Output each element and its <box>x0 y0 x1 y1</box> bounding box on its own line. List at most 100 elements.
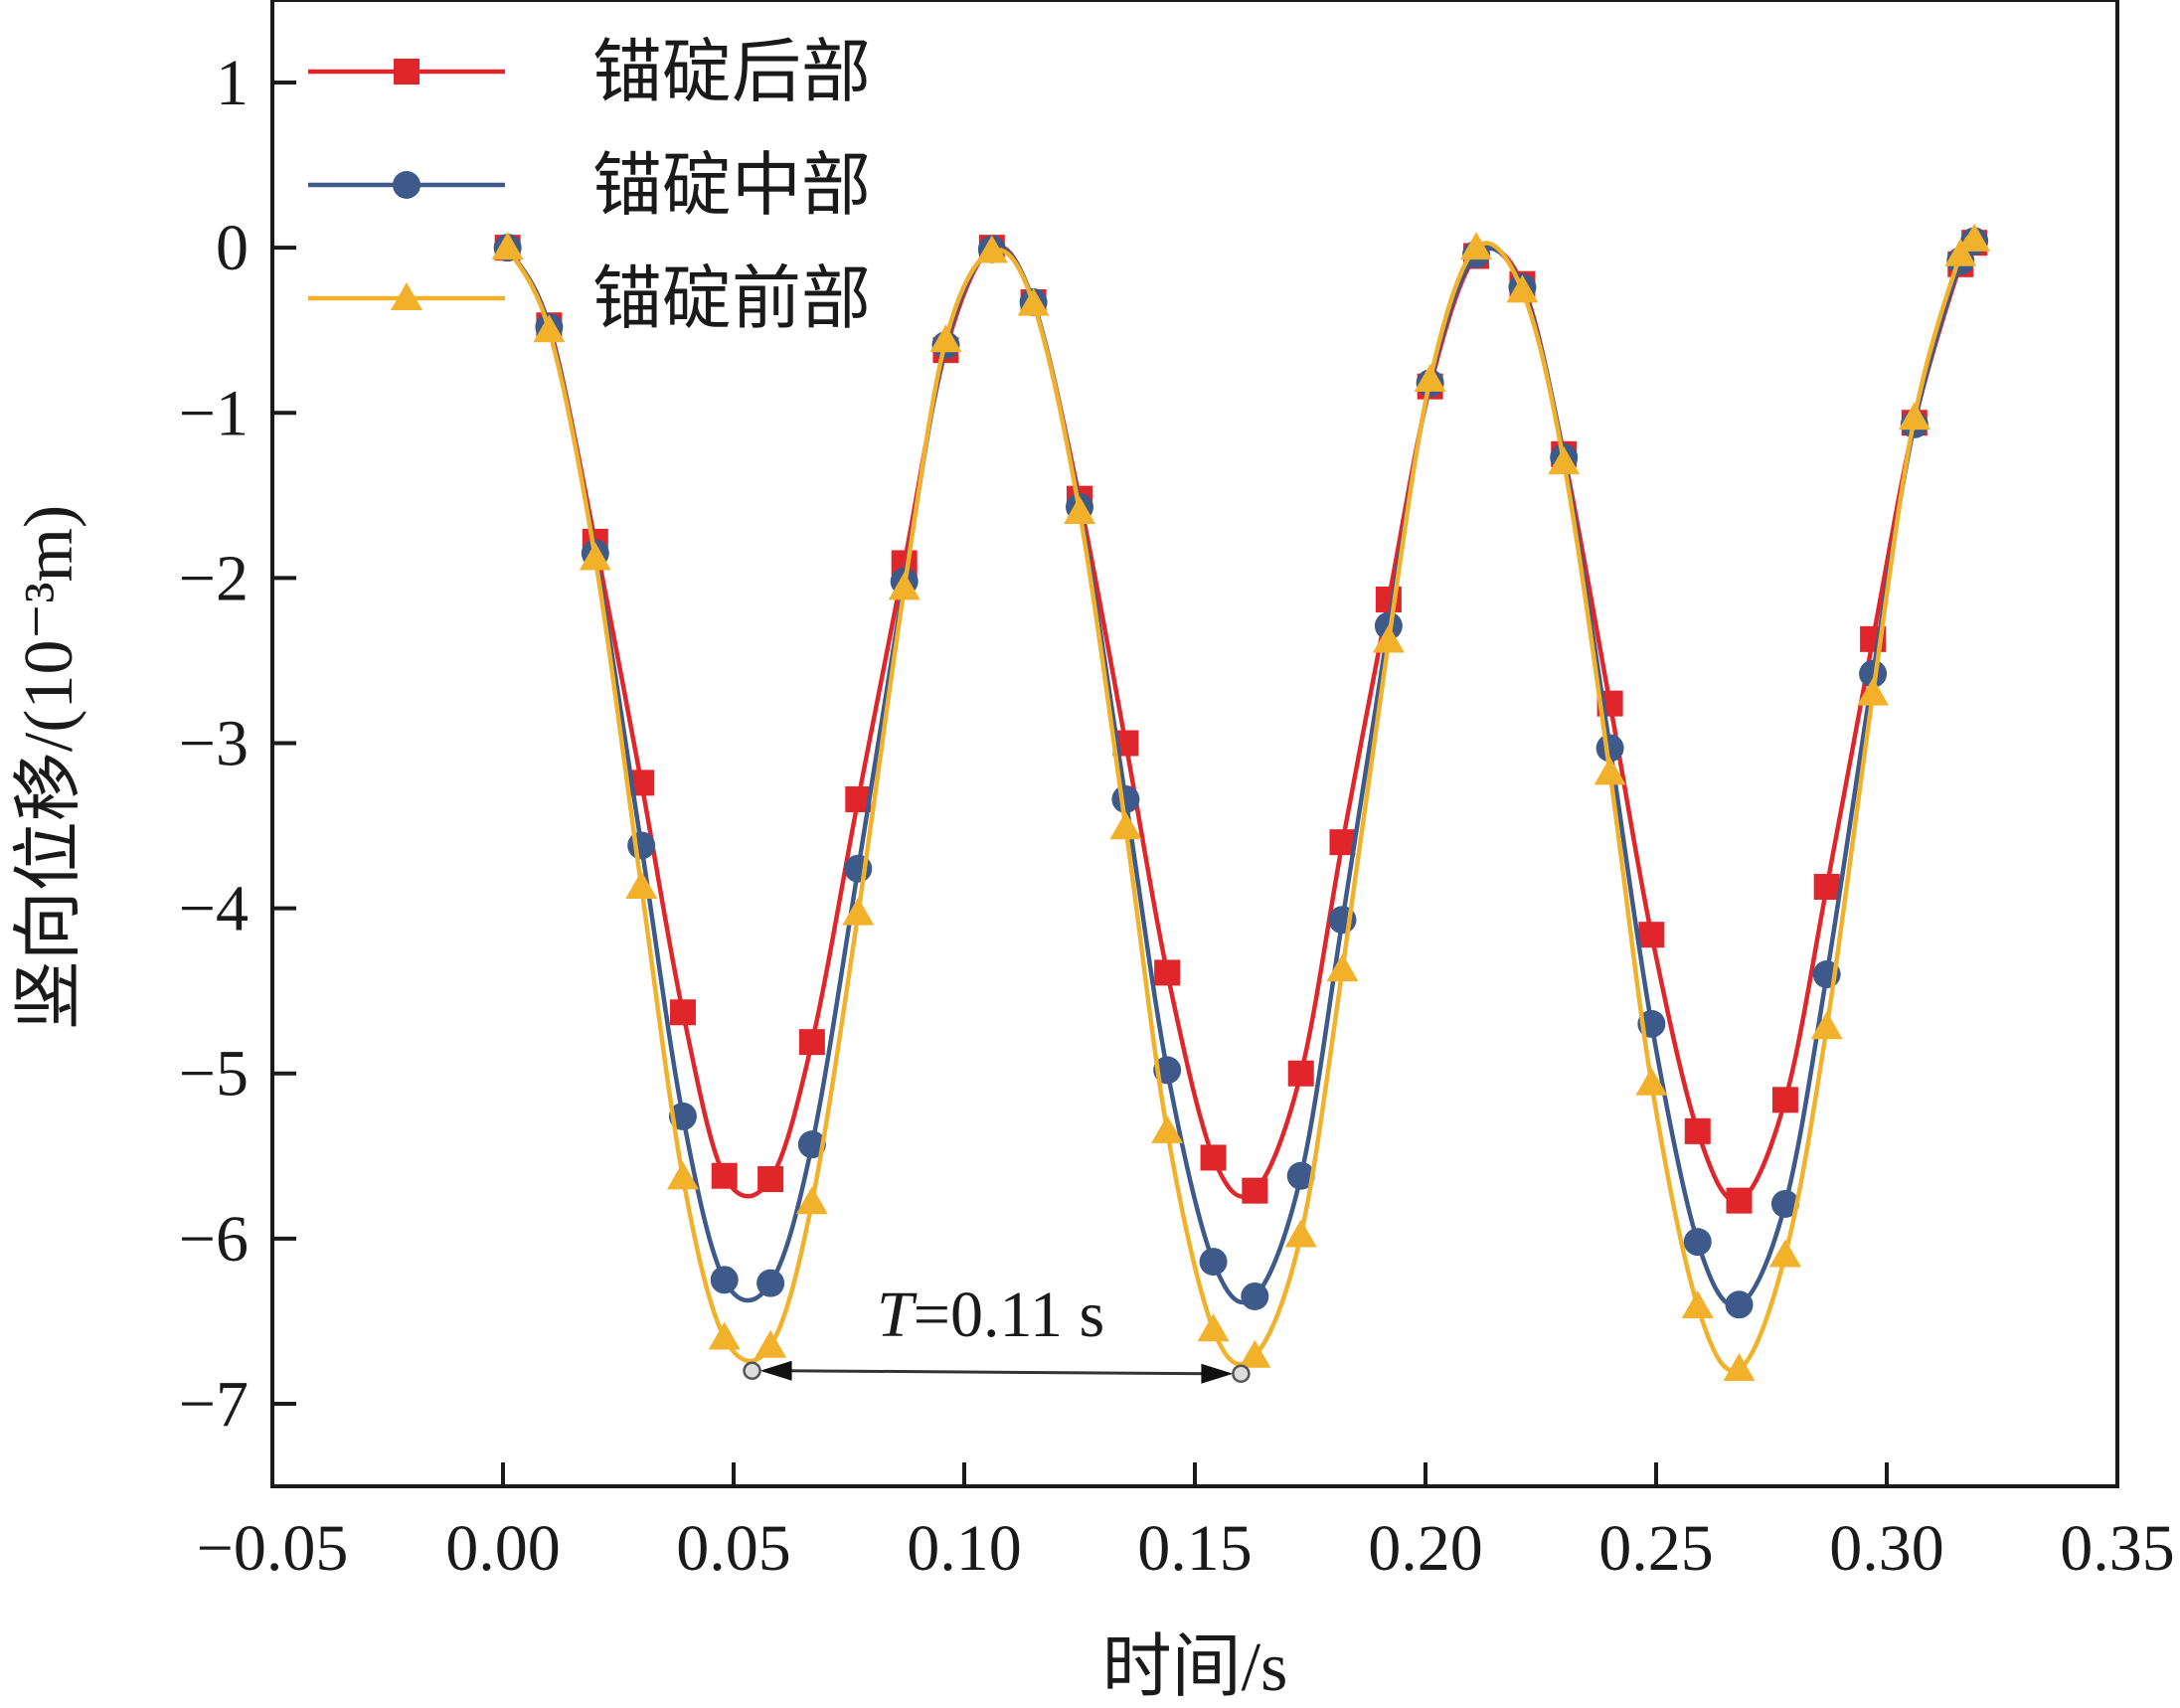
data-point <box>1638 922 1665 948</box>
data-point <box>1064 495 1095 524</box>
data-point <box>1200 1144 1227 1171</box>
data-point <box>888 572 921 600</box>
data-point <box>1151 1114 1184 1143</box>
data-point <box>1548 446 1581 475</box>
data-point <box>1635 1067 1668 1096</box>
data-point <box>975 235 1008 263</box>
data-point <box>1684 1117 1711 1144</box>
data-point <box>1810 1011 1843 1040</box>
data-point <box>1017 287 1050 316</box>
series-1 <box>494 230 1988 1214</box>
y-tick-label: −6 <box>179 1203 249 1276</box>
data-point <box>533 314 566 343</box>
x-tick-label: 0.30 <box>1829 1512 1944 1585</box>
series-layer <box>491 223 1991 1382</box>
data-point <box>579 542 611 571</box>
y-tick-label: 1 <box>216 47 249 119</box>
data-point <box>1109 811 1142 840</box>
y-tick-label: −2 <box>179 542 249 614</box>
series-3 <box>491 223 1991 1382</box>
period-arrow-head-left <box>759 1360 792 1381</box>
y-tick-label: −7 <box>179 1368 249 1441</box>
data-point <box>1199 1248 1228 1277</box>
data-point <box>1770 1189 1799 1218</box>
data-point <box>1284 1219 1317 1248</box>
x-tick-label: 0.00 <box>445 1512 561 1585</box>
x-tick-label: 0.20 <box>1368 1512 1483 1585</box>
y-tick-label: −4 <box>179 873 249 945</box>
period-annotation: T=0.11 s <box>743 1279 1251 1384</box>
data-point <box>1286 1161 1315 1190</box>
data-point <box>755 1329 787 1358</box>
series-line <box>505 234 1977 1373</box>
data-point <box>1595 734 1624 763</box>
data-point <box>711 1162 738 1189</box>
legend-label: 锚碇前部 <box>592 261 871 338</box>
data-point <box>1771 1087 1798 1113</box>
data-point <box>1242 1177 1268 1204</box>
x-tick-label: 0.15 <box>1137 1512 1253 1585</box>
x-axis-title: 时间/s <box>1102 1629 1288 1706</box>
data-point <box>929 324 962 353</box>
y-axis-ticks: 1 0 −1 −2 −3 −4 −5 −6 −7 <box>179 47 296 1441</box>
legend-marker <box>393 171 420 199</box>
legend-label: 锚碇后部 <box>592 35 871 111</box>
period-arrow-line <box>781 1369 1212 1376</box>
period-end-point <box>1232 1364 1251 1383</box>
legend-item: 锚碇中部 <box>308 148 871 225</box>
data-point <box>1154 959 1181 986</box>
data-point <box>1898 402 1930 430</box>
data-point <box>708 1321 741 1350</box>
data-point <box>1111 784 1140 813</box>
legend-marker <box>394 59 419 85</box>
x-tick-label: −0.05 <box>197 1512 349 1585</box>
data-point <box>1725 1290 1754 1319</box>
data-point <box>1944 238 1977 266</box>
data-point <box>797 1130 826 1159</box>
data-point <box>1506 274 1539 303</box>
x-tick-label: 0.35 <box>2060 1512 2175 1585</box>
y-tick-label: 0 <box>216 212 249 284</box>
legend-item: 锚碇后部 <box>308 35 871 111</box>
x-tick-label: 0.05 <box>676 1512 791 1585</box>
data-point <box>1460 232 1493 260</box>
data-point <box>1723 1353 1756 1382</box>
data-point <box>1414 364 1446 393</box>
data-point <box>1241 1281 1269 1310</box>
series-line <box>505 238 1977 1308</box>
data-point <box>1857 677 1890 706</box>
x-tick-label: 0.10 <box>907 1512 1022 1585</box>
x-axis-ticks: −0.05 0.00 0.05 0.10 0.15 0.20 0.25 0.30 0.35 <box>197 1462 2175 1585</box>
data-point <box>1287 1060 1314 1087</box>
data-point <box>795 1186 828 1215</box>
data-point <box>757 1166 784 1193</box>
data-point <box>710 1266 739 1294</box>
data-point <box>756 1269 785 1297</box>
y-axis-title: 竖向位移/(10⁻³m) <box>11 505 87 1030</box>
data-point <box>1768 1239 1801 1268</box>
data-point <box>669 999 696 1026</box>
legend-marker <box>391 282 422 310</box>
data-point <box>627 831 656 860</box>
data-point <box>1683 1228 1712 1257</box>
data-point <box>1859 659 1888 688</box>
series-line <box>505 241 1977 1204</box>
data-point <box>1372 624 1405 653</box>
data-point <box>1726 1187 1753 1214</box>
data-point <box>1197 1313 1230 1342</box>
legend-label: 锚碇中部 <box>592 148 871 225</box>
y-tick-label: −5 <box>179 1038 249 1110</box>
data-point <box>1958 223 1991 252</box>
period-start-point <box>743 1361 761 1380</box>
data-point <box>842 897 875 926</box>
data-point <box>1239 1339 1271 1368</box>
data-point <box>491 232 524 260</box>
period-label: T=0.11 s <box>877 1279 1104 1351</box>
y-tick-label: −3 <box>179 708 249 780</box>
data-point <box>1593 757 1626 785</box>
y-tick-label: −1 <box>179 377 249 449</box>
data-point <box>1326 953 1359 982</box>
data-point <box>798 1029 825 1056</box>
x-tick-label: 0.25 <box>1598 1512 1714 1585</box>
